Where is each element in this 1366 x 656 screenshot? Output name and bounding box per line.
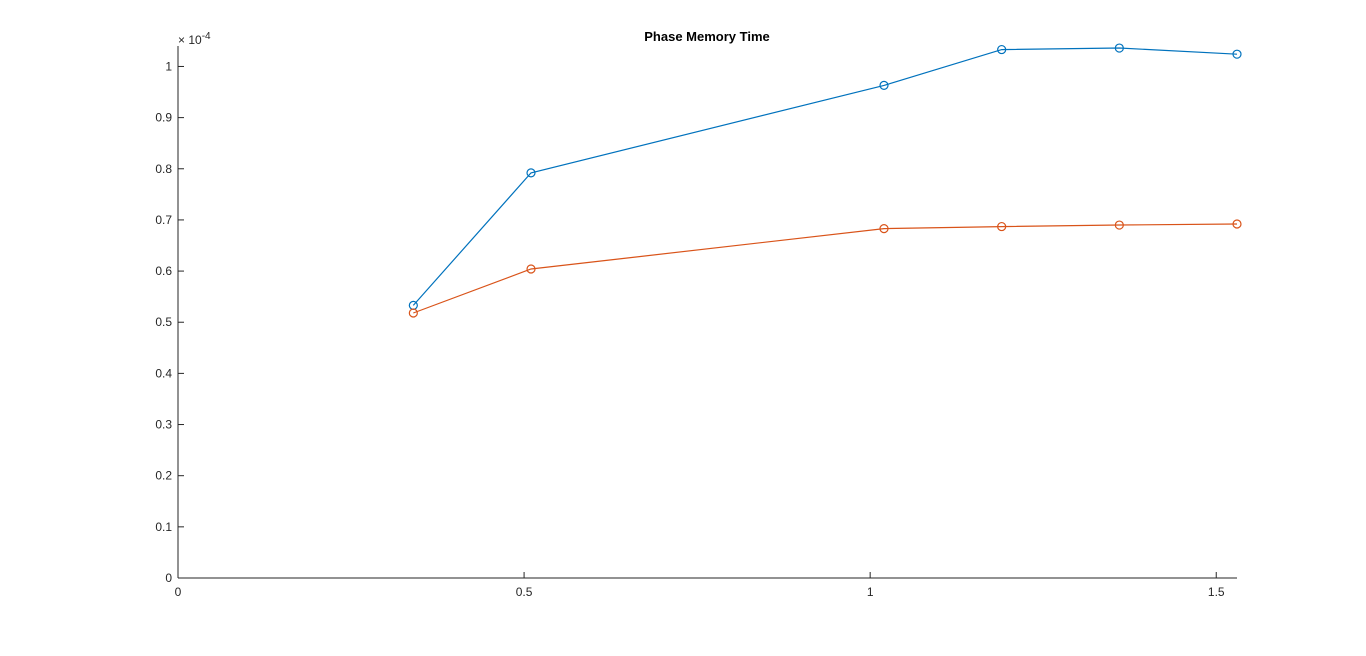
- y-tick-label: 0.3: [155, 418, 172, 432]
- series-line: [412, 47, 1238, 306]
- data-point: [1232, 49, 1242, 59]
- data-point: [879, 224, 889, 234]
- data-point: [1114, 43, 1124, 53]
- data-point: [408, 308, 418, 318]
- y-tick-label: 1: [165, 59, 172, 73]
- x-tick-label: 1: [867, 585, 874, 599]
- data-point: [526, 264, 536, 274]
- x-tick-label: 1.5: [1208, 585, 1225, 599]
- y-tick-label: 0.4: [155, 366, 172, 380]
- series-line: [413, 223, 1238, 314]
- y-exponent-label: × 10-4: [178, 31, 211, 47]
- y-tick-label: 0: [165, 571, 172, 585]
- data-point: [997, 44, 1007, 55]
- data-point: [1114, 220, 1124, 230]
- x-tick-label: 0.5: [516, 585, 533, 599]
- chart-title: Phase Memory Time: [644, 29, 769, 44]
- axes: 0 0.5 1 1.5 0 0.1 0.2 0.3 0.4 0.5 0.6 0.7 0.8 0.9 1 × 1…: [155, 31, 1237, 599]
- series-2: [408, 219, 1242, 318]
- y-tick-label: 0.8: [155, 162, 172, 176]
- series-1: [408, 43, 1242, 310]
- y-tick-label: 0.6: [155, 264, 172, 278]
- y-tick-label: 0.5: [155, 315, 172, 329]
- y-tick-label: 0.7: [155, 213, 172, 227]
- data-point: [997, 221, 1007, 232]
- plot-area: [408, 43, 1242, 318]
- data-point: [1232, 219, 1242, 229]
- data-point: [526, 168, 536, 178]
- y-tick-label: 0.2: [155, 469, 172, 483]
- x-tick-label: 0: [175, 585, 182, 599]
- y-tick-label: 0.9: [155, 111, 172, 125]
- data-point: [879, 80, 889, 90]
- y-tick-label: 0.1: [155, 520, 172, 534]
